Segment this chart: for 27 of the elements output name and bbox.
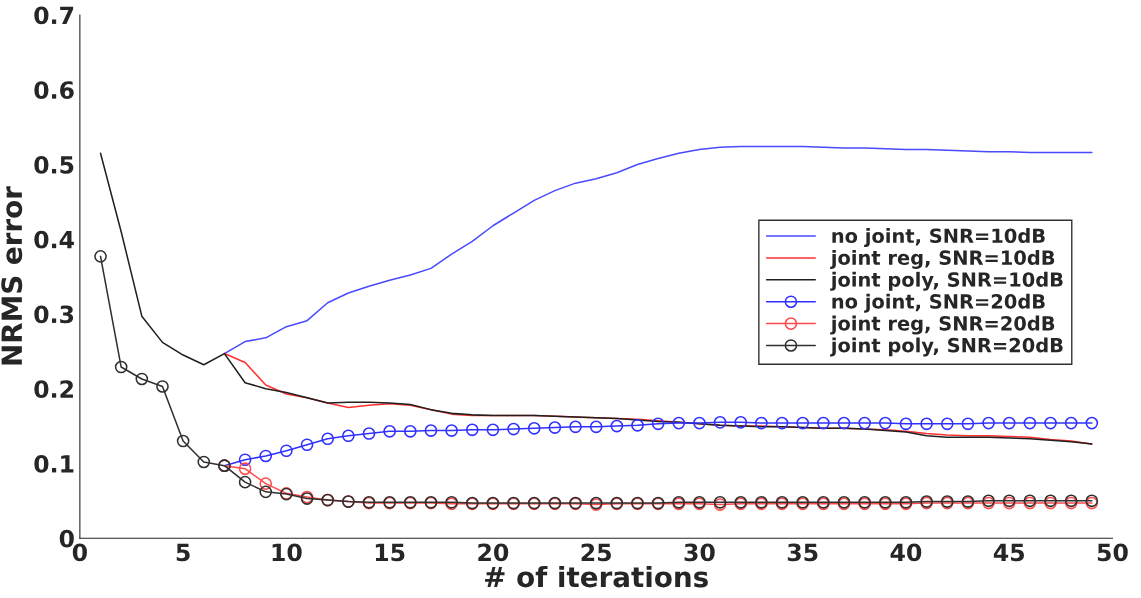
legend-label: no joint, SNR=20dB	[832, 293, 1045, 313]
x-tick-label: 20	[478, 543, 509, 562]
y-tick-label: 0.6	[34, 81, 74, 100]
y-tick-label: 0.7	[34, 6, 74, 25]
x-tick-label: 15	[375, 543, 405, 562]
legend-label: no joint, SNR=10dB	[832, 228, 1045, 248]
legend-label: joint poly, SNR=20dB	[830, 337, 1063, 357]
x-axis-title: # of iterations	[485, 565, 708, 588]
x-tick-label: 25	[581, 543, 611, 562]
y-tick-label: 0.5	[34, 155, 74, 174]
legend-label: joint reg, SNR=20dB	[830, 315, 1055, 335]
y-tick-label: 0.1	[34, 454, 74, 473]
y-tick-label: 0.3	[34, 305, 74, 324]
y-tick-label: 0.2	[34, 380, 73, 399]
y-axis-title: NRMS error	[1, 186, 23, 365]
x-tick-label: 40	[890, 543, 922, 562]
x-tick-label: 5	[176, 543, 190, 562]
y-tick-label: 0.4	[34, 230, 74, 249]
x-tick-label: 35	[787, 543, 818, 562]
x-tick-label: 45	[993, 543, 1024, 562]
legend-label: joint poly, SNR=10dB	[830, 271, 1063, 291]
x-tick-label: 10	[272, 543, 302, 562]
x-tick-label: 0	[72, 543, 87, 562]
x-tick-label: 30	[684, 543, 715, 562]
legend-label: joint reg, SNR=10dB	[830, 249, 1055, 269]
y-tick-label: 0	[59, 529, 74, 548]
x-tick-label: 50	[1097, 543, 1128, 562]
